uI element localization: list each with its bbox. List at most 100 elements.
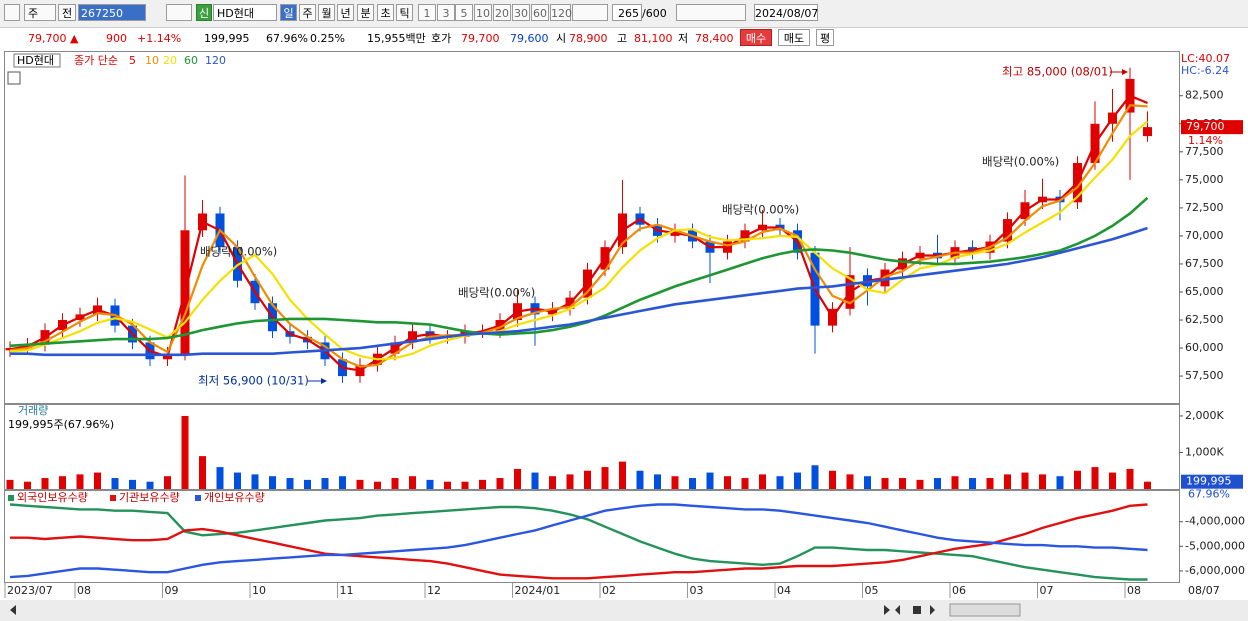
high: 81,100 <box>634 32 673 45</box>
open: 78,900 <box>569 32 608 45</box>
volume-bar <box>881 478 889 489</box>
interval-button[interactable]: 초 <box>377 4 394 21</box>
buy-button[interactable]: 매수 <box>740 29 772 46</box>
legend-entry: 개인보유수량 <box>204 491 265 504</box>
grid-icon[interactable] <box>7 71 21 85</box>
sound-button[interactable] <box>166 4 192 21</box>
count-button[interactable]: 30 <box>512 4 530 21</box>
volume-bar <box>1074 470 1081 489</box>
scroll-right[interactable] <box>884 605 890 615</box>
count-button[interactable]: 1 <box>418 4 436 21</box>
turnover: 0.25% <box>310 32 345 45</box>
annotation: 배당락(0.00%) <box>200 245 277 259</box>
sell-button[interactable]: 매도 <box>778 29 810 46</box>
code-input[interactable]: 267250 <box>78 4 146 21</box>
low-label: 저 <box>678 32 689 45</box>
y-tick-label: 67,500 <box>1185 257 1224 270</box>
scroll-prev[interactable] <box>895 605 900 615</box>
ask-label: 호가 <box>431 32 452 45</box>
last-price: 79,700 <box>1186 120 1225 133</box>
price: 79,700 ▲ <box>28 32 79 45</box>
volume-bar <box>6 479 14 489</box>
volume-bar <box>1126 468 1134 489</box>
scrollbar[interactable] <box>0 600 1248 621</box>
interval-button[interactable]: 월 <box>318 4 335 21</box>
legend-entry: 120 <box>205 54 226 67</box>
legend-entry: 기관보유수량 <box>119 491 180 504</box>
count-button[interactable]: 5 <box>455 4 473 21</box>
volume-bar <box>304 479 311 489</box>
count-button[interactable]: 10 <box>474 4 492 21</box>
volume-bar <box>409 476 416 489</box>
avg-button[interactable]: 평 <box>816 29 834 46</box>
interval-button[interactable]: 주 <box>299 4 316 21</box>
volume-bar <box>636 470 644 489</box>
holdings-pane <box>4 490 1180 583</box>
bid: 79,600 <box>510 32 549 45</box>
volume-bar <box>461 481 469 489</box>
quote-bar: 79,700 ▲ 900 +1.14% 199,995 67.96% 0.25%… <box>0 27 1248 50</box>
volume-bar <box>951 476 959 489</box>
annotation: 최고 85,000 (08/01) <box>1002 65 1113 79</box>
volume-bar <box>531 472 539 489</box>
menu-icon[interactable] <box>4 4 20 21</box>
x-tick-label: 10 <box>252 584 266 597</box>
volume: 199,995 <box>204 32 250 45</box>
lc-label: LC:40.07 <box>1181 52 1230 65</box>
x-tick-label: 02 <box>602 584 616 597</box>
volume-bar <box>566 474 574 489</box>
volume-bar <box>129 479 136 489</box>
prev-button[interactable]: 전 <box>58 4 76 21</box>
high-label: 고 <box>617 32 628 45</box>
x-tick-label: 03 <box>690 584 704 597</box>
volume-bar <box>479 479 486 489</box>
legend-swatch <box>8 495 14 501</box>
y-tick-label: 77,500 <box>1185 145 1224 158</box>
volume-bar <box>969 478 976 489</box>
x-tick-label: 12 <box>427 584 441 597</box>
interval-button[interactable]: 년 <box>337 4 354 21</box>
scroll-thumb[interactable] <box>949 603 1021 617</box>
x-tick-label: 05 <box>865 584 879 597</box>
volume-bar <box>846 474 854 489</box>
interval-button[interactable]: 분 <box>357 4 374 21</box>
tool-icons[interactable] <box>676 4 746 21</box>
date-input[interactable]: 2024/08/07 <box>754 4 818 21</box>
volume-bar <box>514 468 521 489</box>
x-tick-label: 08 <box>1127 584 1141 597</box>
scroll-next[interactable] <box>930 605 935 615</box>
volume-bar <box>671 476 679 489</box>
volume-bar <box>164 476 171 489</box>
x-tick-label: 2024/01 <box>515 584 561 597</box>
volume-bar <box>269 476 276 489</box>
volume-bar <box>339 476 346 489</box>
price-pane <box>4 51 1180 404</box>
count-button[interactable]: 20 <box>493 4 511 21</box>
volume-bar <box>706 472 714 489</box>
annotation-arrowhead <box>1122 69 1128 75</box>
volume-bar <box>286 478 294 489</box>
volume-bar <box>251 474 259 489</box>
volume-bar <box>374 481 381 489</box>
volume-bar <box>654 474 661 489</box>
legend-name: HD현대 <box>17 54 54 67</box>
volume-bar <box>741 478 749 489</box>
volume-bar <box>864 476 871 489</box>
scroll-stop[interactable] <box>913 606 921 614</box>
stock-name[interactable]: HD현대 <box>213 4 277 21</box>
scroll-left[interactable] <box>10 605 16 615</box>
interval-button[interactable]: 일 <box>280 4 297 21</box>
count-button[interactable]: 120 <box>550 4 572 21</box>
volume-ratio: 67.96% <box>266 32 308 45</box>
count-button[interactable]: 60 <box>531 4 549 21</box>
legend-entry: 20 <box>163 54 177 67</box>
count-button[interactable]: 3 <box>437 4 455 21</box>
count-input[interactable]: 265 <box>612 4 642 21</box>
count-select[interactable] <box>572 4 608 21</box>
x-tick-label: 09 <box>165 584 179 597</box>
volume-bar <box>1004 474 1011 489</box>
period-select[interactable]: 주 <box>24 4 56 21</box>
interval-button[interactable]: 틱 <box>396 4 413 21</box>
volume-bar <box>584 470 591 489</box>
